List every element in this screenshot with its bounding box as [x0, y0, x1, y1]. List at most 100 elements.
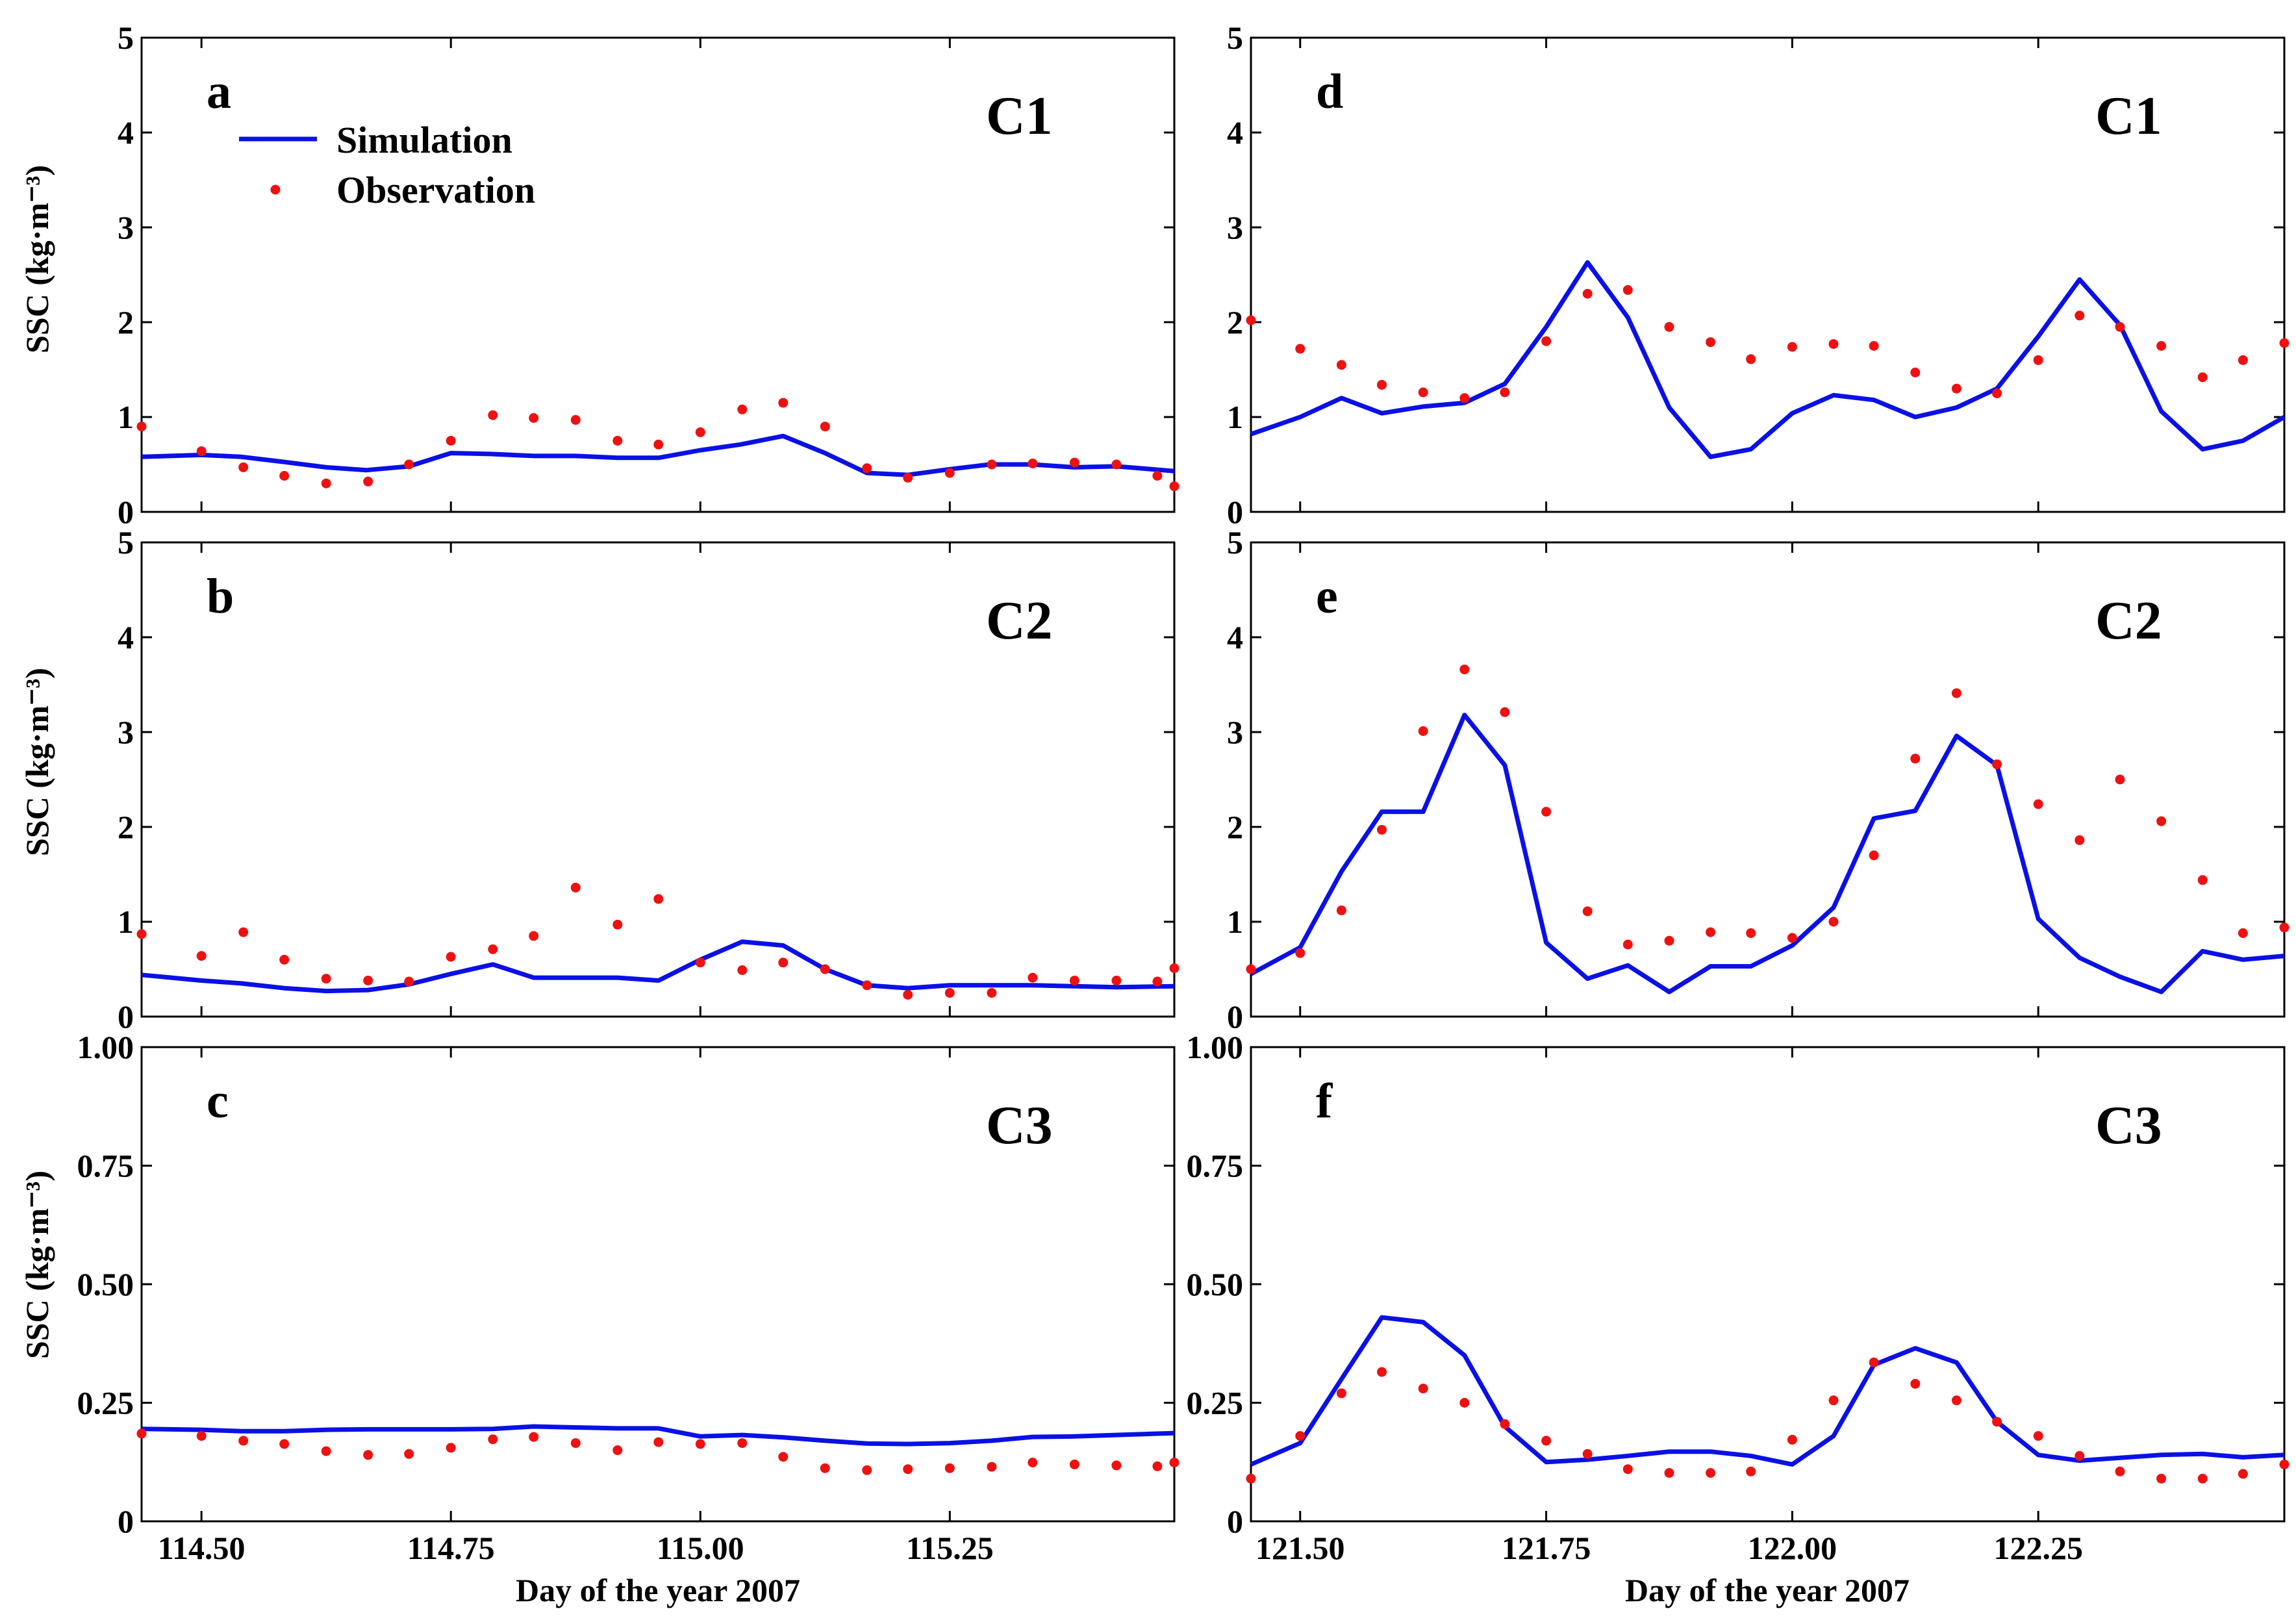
observation-point	[136, 422, 147, 432]
observation-point	[612, 1445, 623, 1455]
y-tick-label: 2	[1227, 809, 1243, 845]
observation-point	[862, 980, 872, 991]
y-tick-label: 1	[118, 904, 134, 940]
observation-point	[862, 463, 872, 474]
x-tick-label: 121.50	[1255, 1530, 1345, 1566]
observation-point	[2279, 338, 2290, 348]
panel-letter: d	[1316, 64, 1343, 119]
observation-point	[1706, 927, 1716, 937]
x-tick-label: 114.75	[407, 1530, 495, 1566]
simulation-line	[1250, 713, 2285, 995]
observation-point	[238, 927, 249, 937]
observation-point	[612, 436, 623, 446]
observation-point	[1152, 976, 1163, 987]
observation-point	[1246, 315, 1256, 325]
station-label: C1	[2095, 86, 2162, 146]
observation-point	[321, 478, 331, 488]
observation-point	[944, 468, 955, 478]
observation-point	[1459, 665, 1470, 675]
observation-point	[1869, 850, 1879, 861]
plot-frame	[1250, 541, 2286, 1018]
y-tick-label: 1	[1227, 399, 1243, 435]
y-tick-label: 1.00	[1187, 1029, 1244, 1065]
observation-point	[862, 1465, 872, 1475]
observation-point	[778, 1452, 788, 1462]
observation-point	[2197, 1473, 2208, 1484]
observation-point	[1582, 906, 1593, 917]
observation-point	[1664, 1468, 1674, 1478]
observation-point	[1111, 1460, 1122, 1471]
observation-point	[987, 459, 997, 470]
panel-f: 0 0.25 0.50 0.75 1.00 121.50 121.75 122.00 122.2…	[1187, 1029, 2290, 1566]
observation-point	[1459, 393, 1470, 403]
observation-point	[1622, 285, 1633, 295]
observation-point	[653, 1437, 664, 1447]
x-axis-titles: Day of the year 2007 Day of the year 200…	[516, 1572, 1910, 1608]
y-tick-label: 0.25	[77, 1385, 134, 1421]
y-tick-label: 1	[1227, 904, 1243, 940]
observation-point	[363, 1450, 373, 1460]
observation-point	[2197, 875, 2208, 885]
y-tick-label: 3	[118, 209, 134, 246]
observation-point	[1377, 824, 1387, 835]
observation-point	[1069, 976, 1079, 985]
y-tick-label: 4	[118, 619, 134, 655]
y-tick-label: 5	[118, 524, 134, 561]
panel-e: 0 1 2 3 4 5 e C2	[1227, 524, 2290, 1035]
observation-point	[1869, 1357, 1879, 1367]
observation-point	[1992, 388, 2002, 398]
observation-point	[1418, 1384, 1428, 1394]
observation-point	[1622, 1464, 1633, 1475]
observation-point	[238, 1436, 249, 1446]
observation-point	[987, 988, 997, 998]
observation-point	[2238, 1469, 2248, 1479]
y-tick-label: 0	[1227, 998, 1243, 1035]
observation-point	[570, 1438, 581, 1449]
observation-point	[1377, 1367, 1387, 1377]
y-tick-label: 0.50	[77, 1266, 134, 1302]
observation-point	[2156, 816, 2167, 826]
observation-point	[1500, 387, 1510, 398]
y-tick-label: 0	[118, 494, 134, 530]
y-tick-label: 3	[1227, 714, 1243, 750]
y-tick-label: 4	[118, 114, 134, 151]
y-tick-label: 0.50	[1187, 1266, 1244, 1302]
y-axis-title-bottom: SSC (kg·m⁻³)	[19, 1171, 55, 1359]
observation-point	[737, 965, 748, 975]
observation-point	[2115, 322, 2125, 332]
observation-point	[279, 1439, 290, 1449]
observation-point	[653, 439, 664, 450]
panel-letter: b	[207, 569, 234, 624]
observation-point	[1951, 1395, 1962, 1406]
observation-point	[1622, 939, 1633, 950]
observation-point	[1746, 354, 1756, 364]
observation-point	[2075, 835, 2085, 845]
station-label: C2	[2095, 590, 2162, 651]
observation-point	[1418, 726, 1428, 736]
observation-point	[321, 1446, 331, 1456]
y-tick-label: 2	[118, 809, 134, 845]
panel-letter: f	[1316, 1074, 1333, 1128]
legend-observation-marker	[270, 184, 281, 195]
y-tick-label: 3	[1227, 209, 1243, 246]
x-tick-label: 114.50	[158, 1530, 246, 1566]
observation-point	[446, 1443, 456, 1453]
observation-point	[1152, 471, 1163, 481]
observation-point	[987, 1462, 997, 1472]
observation-point	[2279, 1459, 2290, 1469]
observation-point	[2238, 355, 2248, 365]
y-tick-label: 0.75	[1187, 1148, 1244, 1184]
observation-point	[136, 1428, 147, 1439]
observation-point	[903, 989, 913, 1000]
observation-point	[1706, 1468, 1716, 1478]
observation-point	[136, 929, 147, 939]
observation-point	[446, 436, 456, 446]
observation-point	[903, 1464, 913, 1475]
x-tick-label: 121.75	[1502, 1530, 1591, 1566]
y-tick-label: 0	[118, 998, 134, 1035]
observation-point	[1951, 383, 1962, 394]
observation-point	[529, 1432, 539, 1442]
x-axis-title-left: Day of the year 2007	[516, 1572, 800, 1608]
y-axis-title-top: SSC (kg·m⁻³)	[19, 165, 55, 353]
